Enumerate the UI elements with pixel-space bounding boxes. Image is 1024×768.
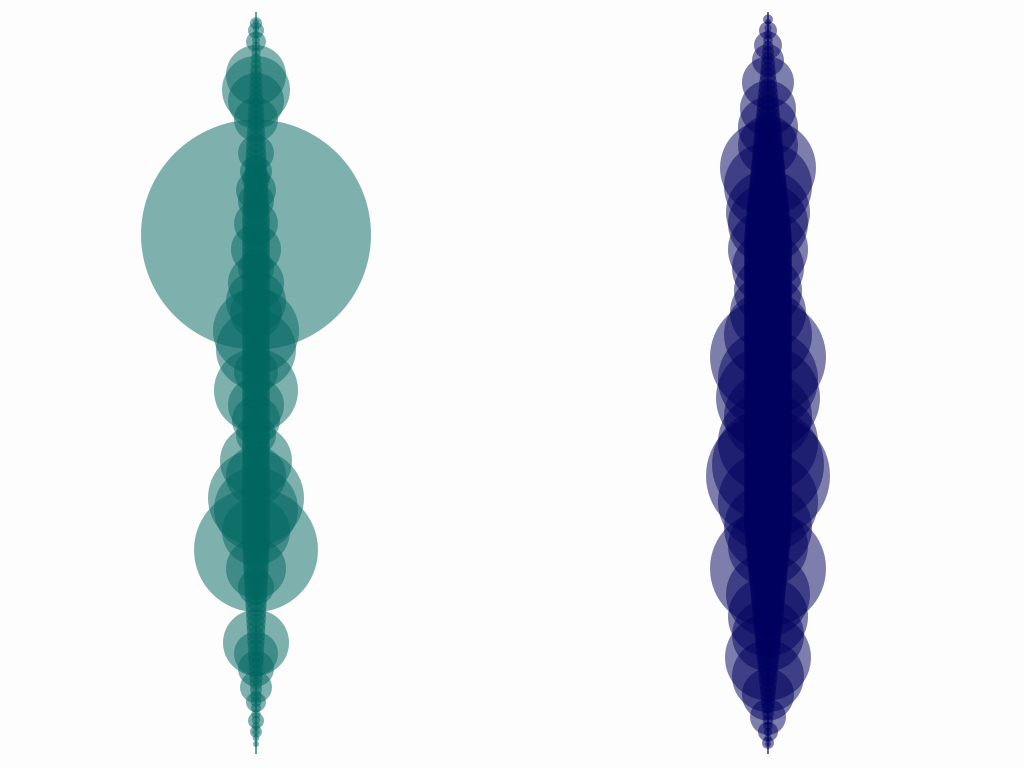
series-1-core-bubble <box>251 709 261 719</box>
series-2-core-bubble <box>764 24 772 32</box>
series-1-core-bubble <box>252 728 260 736</box>
series-1-core-bubble <box>253 19 259 25</box>
series-2-core-bubble <box>765 741 771 747</box>
series-2-core-bubble <box>763 721 773 731</box>
series-1-core-bubble <box>252 734 260 742</box>
series-2 <box>706 12 830 754</box>
series-1-core-bubble <box>253 741 259 747</box>
series-1-core-bubble <box>252 36 260 45</box>
series-2-core-bubble <box>764 734 772 742</box>
series-2-core-bubble <box>765 19 771 25</box>
series-1-core-bubble <box>252 30 260 38</box>
series-1 <box>141 12 371 754</box>
series-1-core-bubble <box>252 721 260 730</box>
series-1-core-bubble <box>252 24 260 32</box>
series-2-core-bubble <box>763 727 773 737</box>
series-1-core-bubble <box>251 715 261 725</box>
